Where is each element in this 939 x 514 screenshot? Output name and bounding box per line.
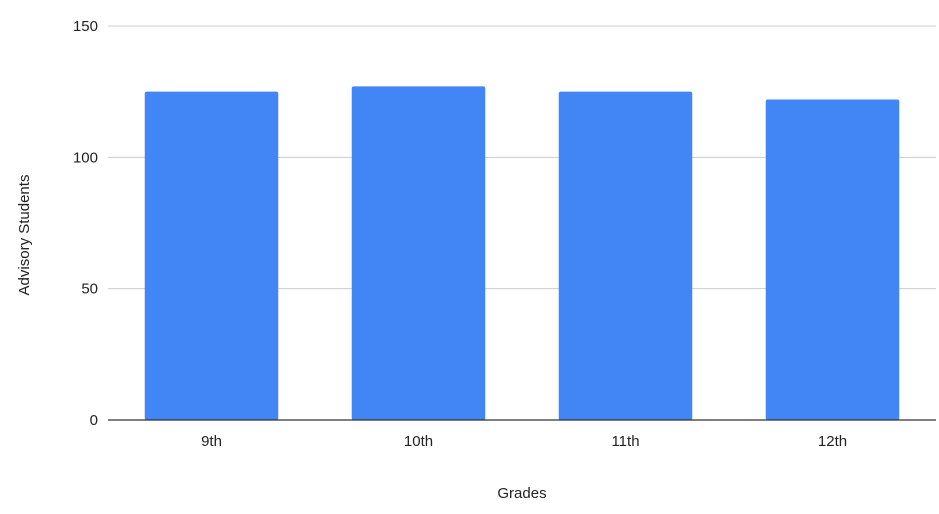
bars (144, 86, 900, 421)
bar-9th (144, 91, 279, 421)
bar-10th (351, 86, 486, 420)
y-tick-label: 150 (73, 18, 98, 35)
x-tick-label: 9th (201, 433, 222, 450)
bar-11th (558, 91, 693, 421)
x-axis-title: Grades (497, 485, 546, 502)
y-tick-label: 50 (81, 281, 98, 298)
bar-12th (765, 99, 900, 421)
x-tick-label: 11th (611, 433, 639, 450)
y-tick-label: 0 (90, 412, 98, 429)
x-tick-label: 10th (404, 433, 433, 450)
y-axis-ticks: 0 50 100 150 (73, 18, 98, 429)
y-axis-title: Advisory Students (16, 175, 33, 296)
x-axis-ticks: 9th 10th 11th 12th (201, 433, 847, 450)
y-tick-label: 100 (73, 149, 98, 166)
x-tick-label: 12th (818, 433, 847, 450)
